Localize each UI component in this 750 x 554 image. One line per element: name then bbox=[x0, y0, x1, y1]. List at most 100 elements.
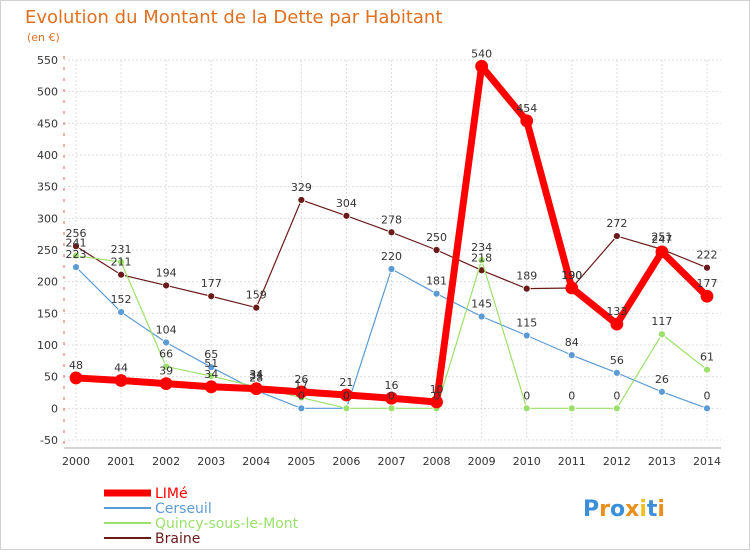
data-point bbox=[565, 281, 579, 295]
data-point bbox=[520, 114, 534, 128]
data-label: 241 bbox=[66, 237, 87, 250]
x-tick-label: 2000 bbox=[62, 455, 90, 468]
data-label: 256 bbox=[66, 227, 87, 240]
data-label: 117 bbox=[651, 315, 672, 328]
data-point bbox=[432, 289, 441, 298]
data-label: 194 bbox=[156, 266, 177, 279]
data-label: 39 bbox=[159, 365, 173, 378]
data-label: 21 bbox=[339, 376, 353, 389]
x-tick-label: 2008 bbox=[423, 455, 451, 468]
data-label: 234 bbox=[471, 241, 492, 254]
data-point bbox=[475, 59, 489, 73]
data-point bbox=[612, 368, 621, 377]
x-tick-label: 2011 bbox=[558, 455, 586, 468]
data-label: 222 bbox=[697, 249, 718, 262]
data-label: 0 bbox=[343, 389, 350, 402]
data-label: 0 bbox=[568, 389, 575, 402]
y-tick-label: 500 bbox=[37, 86, 58, 99]
proxiti-logo: Proxiti bbox=[583, 497, 665, 522]
data-point bbox=[612, 404, 621, 413]
data-label: 17 bbox=[294, 379, 308, 392]
data-label: 48 bbox=[69, 359, 83, 372]
data-label: 34 bbox=[204, 368, 218, 381]
logo-letter: i bbox=[657, 497, 665, 522]
data-point bbox=[342, 404, 351, 413]
data-point bbox=[204, 380, 218, 394]
data-point bbox=[340, 388, 353, 402]
x-tick-label: 2006 bbox=[332, 455, 360, 468]
data-point bbox=[114, 374, 128, 387]
x-tick-label: 2014 bbox=[693, 455, 721, 468]
x-tick-label: 2013 bbox=[648, 455, 676, 468]
data-point bbox=[252, 303, 261, 312]
data-point bbox=[162, 338, 171, 347]
y-tick-label: 0 bbox=[51, 402, 58, 415]
x-tick-label: 2005 bbox=[287, 455, 315, 468]
data-point bbox=[477, 312, 486, 321]
chart-unit-label: (en €) bbox=[27, 31, 60, 44]
data-label: 28 bbox=[249, 372, 263, 385]
y-tick-label: 150 bbox=[37, 307, 58, 320]
data-label: 223 bbox=[66, 248, 87, 261]
data-label: 51 bbox=[204, 357, 218, 370]
data-label: 65 bbox=[204, 348, 218, 361]
data-point bbox=[522, 404, 531, 413]
data-label: 177 bbox=[697, 277, 718, 290]
data-point bbox=[162, 281, 171, 290]
data-point bbox=[117, 258, 125, 266]
data-point bbox=[249, 382, 263, 396]
data-label: 0 bbox=[613, 389, 620, 402]
data-label: 31 bbox=[249, 370, 263, 383]
data-point bbox=[522, 331, 531, 340]
data-label: 454 bbox=[516, 102, 537, 115]
x-tick-label: 2007 bbox=[378, 455, 406, 468]
data-point bbox=[477, 256, 486, 265]
data-label: 278 bbox=[381, 213, 402, 226]
data-point bbox=[567, 404, 576, 413]
data-point bbox=[207, 372, 216, 380]
data-label: 250 bbox=[426, 231, 447, 244]
data-label: 0 bbox=[704, 389, 711, 402]
data-point bbox=[430, 395, 443, 409]
data-point bbox=[207, 292, 216, 301]
data-label: 211 bbox=[111, 256, 132, 269]
data-label: 272 bbox=[606, 217, 627, 230]
data-label: 26 bbox=[294, 373, 308, 386]
logo-letter: P bbox=[583, 497, 599, 522]
data-label: 66 bbox=[159, 348, 173, 361]
legend-label: Braine bbox=[155, 531, 200, 547]
data-label: 247 bbox=[651, 233, 672, 246]
data-label: 152 bbox=[111, 293, 132, 306]
data-point bbox=[72, 242, 80, 251]
axes: -500501001502002503003504004505005502000… bbox=[37, 54, 721, 468]
logo-letter: r bbox=[599, 497, 610, 522]
data-point bbox=[387, 404, 396, 413]
data-point bbox=[69, 371, 83, 385]
logo-letter: t bbox=[647, 497, 658, 522]
data-label: 56 bbox=[610, 354, 624, 367]
data-label: 26 bbox=[655, 373, 669, 386]
legend-label: LIMé bbox=[155, 486, 188, 502]
y-tick-label: -50 bbox=[40, 434, 58, 447]
data-point bbox=[655, 245, 669, 259]
data-point bbox=[297, 404, 306, 413]
data-label: 133 bbox=[606, 305, 627, 318]
chart-title: Evolution du Montant de la Dette par Hab… bbox=[25, 7, 442, 28]
data-label: 220 bbox=[381, 250, 402, 263]
data-label: 34 bbox=[249, 368, 263, 381]
data-point bbox=[703, 263, 711, 272]
logo-letter: i bbox=[639, 497, 647, 522]
x-tick-label: 2009 bbox=[468, 455, 496, 468]
data-label: 16 bbox=[385, 379, 399, 392]
data-label: 61 bbox=[700, 351, 714, 364]
x-tick-label: 2002 bbox=[152, 455, 180, 468]
data-point bbox=[387, 265, 396, 273]
y-tick-label: 350 bbox=[37, 181, 58, 194]
data-point bbox=[207, 363, 216, 372]
y-tick-label: 450 bbox=[37, 117, 58, 130]
data-label: 145 bbox=[471, 298, 492, 311]
data-label: 0 bbox=[298, 389, 305, 402]
data-point bbox=[342, 211, 351, 220]
